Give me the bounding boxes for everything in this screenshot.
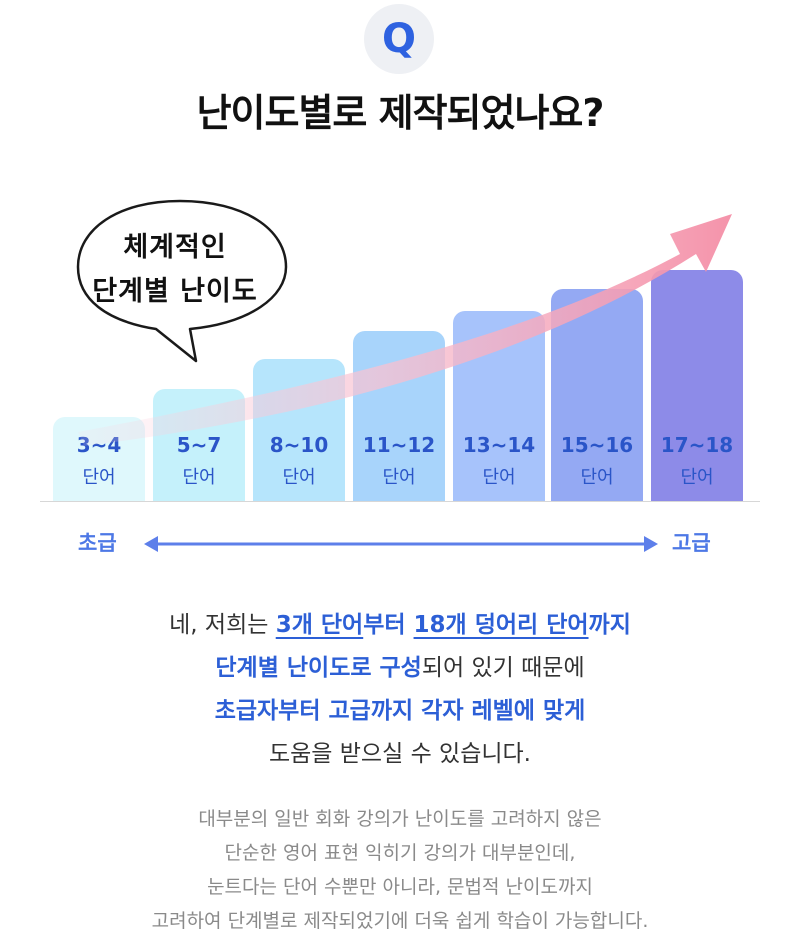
sub-line-4: 고려하여 단계별로 제작되었기에 더욱 쉽게 학습이 가능합니다.	[151, 910, 649, 932]
bar-unit-label: 단어	[282, 467, 316, 488]
bar-5: 13~14 단어	[453, 311, 545, 501]
level-beginner: 초급	[78, 531, 117, 555]
q-letter: Q	[381, 16, 416, 62]
chart-baseline	[40, 501, 760, 502]
bubble-line-1: 체계적인	[123, 232, 227, 263]
bar-range-label: 17~18	[660, 433, 734, 457]
page-title: 난이도별로 제작되었나요?	[196, 91, 605, 135]
sub-line-2: 단순한 영어 표현 익히기 강의가 대부분인데,	[224, 842, 576, 864]
bar-6: 15~16 단어	[551, 289, 643, 501]
bar-4: 11~12 단어	[353, 331, 445, 501]
bar-range-label: 15~16	[560, 433, 634, 457]
bar-unit-label: 단어	[182, 467, 216, 488]
q-badge: Q	[364, 4, 434, 74]
desc-line-1: 네, 저희는 3개 단어부터 18개 덩어리 단어까지	[169, 612, 631, 638]
sub-line-1: 대부분의 일반 회화 강의가 난이도를 고려하지 않은	[198, 808, 602, 830]
bar-unit-label: 단어	[482, 467, 516, 488]
bar-unit-label: 단어	[680, 467, 714, 488]
bubble-line-2: 단계별 난이도	[92, 276, 258, 307]
bar-range-label: 11~12	[362, 433, 436, 457]
sub-description: 대부분의 일반 회화 강의가 난이도를 고려하지 않은 단순한 영어 표현 익히…	[0, 802, 800, 938]
bar-2: 5~7 단어	[153, 389, 245, 501]
bar-unit-label: 단어	[580, 467, 614, 488]
desc-line-2: 단계별 난이도로 구성되어 있기 때문에	[215, 655, 585, 681]
sub-line-3: 눈트다는 단어 수뿐만 아니라, 문법적 난이도까지	[207, 876, 593, 898]
bar-7: 17~18 단어	[651, 270, 743, 501]
highlight-18-words: 18개 덩어리 단어	[413, 612, 589, 638]
bar-range-label: 3~4	[76, 433, 122, 457]
double-arrow-icon	[144, 536, 658, 552]
bar-range-label: 13~14	[462, 433, 536, 457]
bar-range-label: 5~7	[176, 433, 222, 457]
bar-unit-label: 단어	[382, 467, 416, 488]
highlight-3-words: 3개 단어	[275, 612, 364, 638]
desc-line-3: 초급자부터 고급까지 각자 레벨에 맞게	[214, 698, 586, 724]
bar-1: 3~4 단어	[53, 417, 145, 501]
bar-range-label: 8~10	[269, 433, 329, 457]
bubble-text: 체계적인 단계별 난이도	[70, 226, 280, 314]
desc-line-4: 도움을 받으실 수 있습니다.	[268, 741, 531, 767]
bar-unit-label: 단어	[82, 467, 116, 488]
level-advanced: 고급	[672, 531, 711, 555]
main-description: 네, 저희는 3개 단어부터 18개 덩어리 단어까지 단계별 난이도로 구성되…	[0, 604, 800, 776]
bar-3: 8~10 단어	[253, 359, 345, 501]
